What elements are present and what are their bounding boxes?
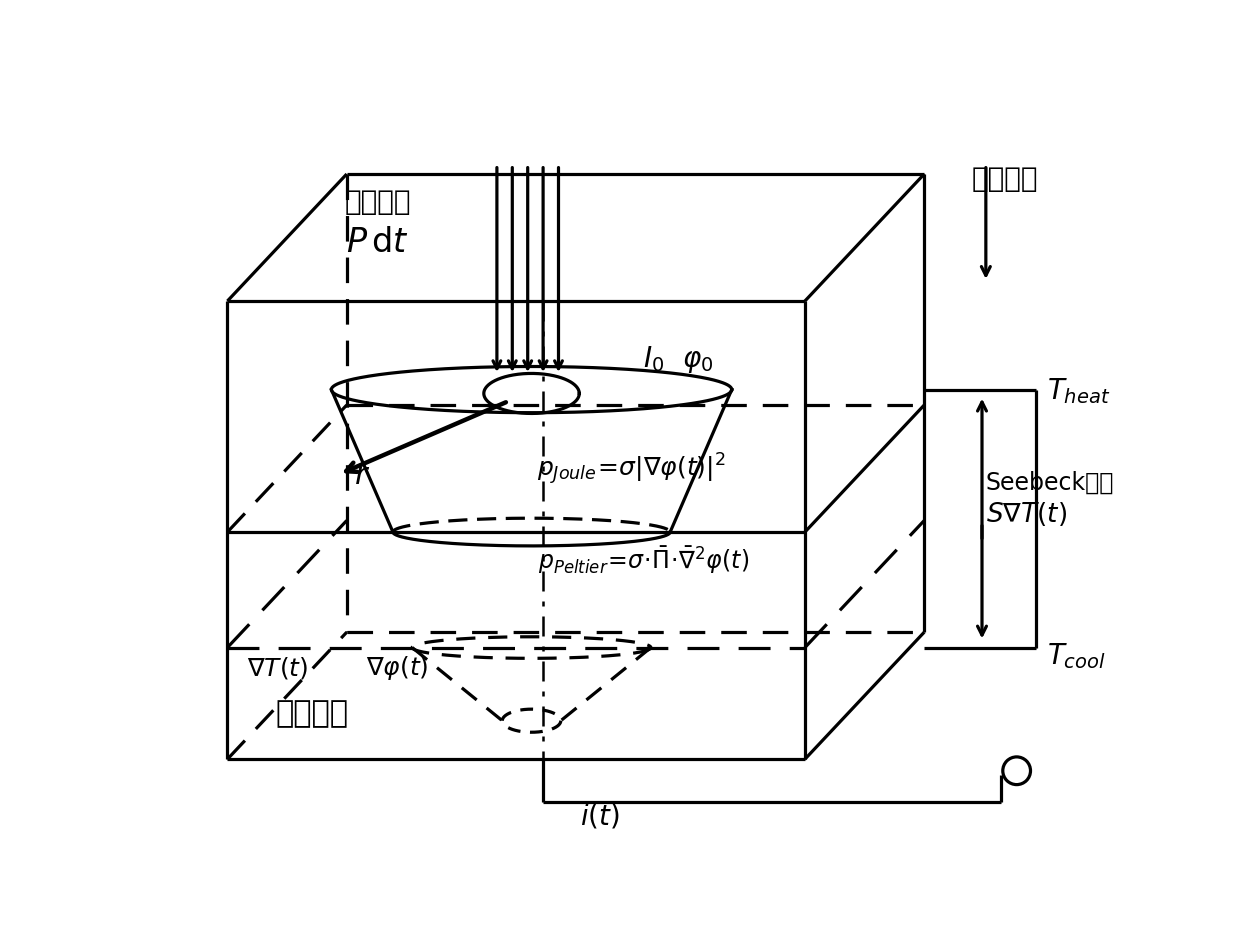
Text: $P\,\mathrm{d}t$: $P\,\mathrm{d}t$: [346, 226, 409, 259]
Text: $i(t)$: $i(t)$: [580, 801, 620, 829]
Text: 电子动能: 电子动能: [345, 188, 410, 216]
Text: $\nabla T(t)$: $\nabla T(t)$: [247, 654, 308, 680]
Text: $r$: $r$: [355, 461, 371, 489]
Text: 方向为正: 方向为正: [972, 164, 1038, 193]
Text: $T_{cool}$: $T_{cool}$: [1048, 641, 1106, 670]
Text: $I_0\ \ \varphi_0$: $I_0\ \ \varphi_0$: [644, 344, 714, 375]
Text: $p_{Joule}\!=\!\sigma|\nabla\varphi(t)|^2$: $p_{Joule}\!=\!\sigma|\nabla\varphi(t)|^…: [537, 450, 725, 486]
Text: $\nabla\varphi(t)$: $\nabla\varphi(t)$: [366, 653, 428, 681]
Text: $T_{heat}$: $T_{heat}$: [1048, 376, 1111, 405]
Text: 热电样品: 热电样品: [275, 699, 348, 728]
Text: Seebeck效应: Seebeck效应: [986, 470, 1115, 495]
Text: $p_{Peltier}\!=\!\sigma\!\cdot\!\bar{\Pi}\!\cdot\!\bar{\nabla}^2\varphi(t)$: $p_{Peltier}\!=\!\sigma\!\cdot\!\bar{\Pi…: [538, 544, 749, 575]
Text: $S\nabla T(t)$: $S\nabla T(t)$: [986, 499, 1066, 528]
